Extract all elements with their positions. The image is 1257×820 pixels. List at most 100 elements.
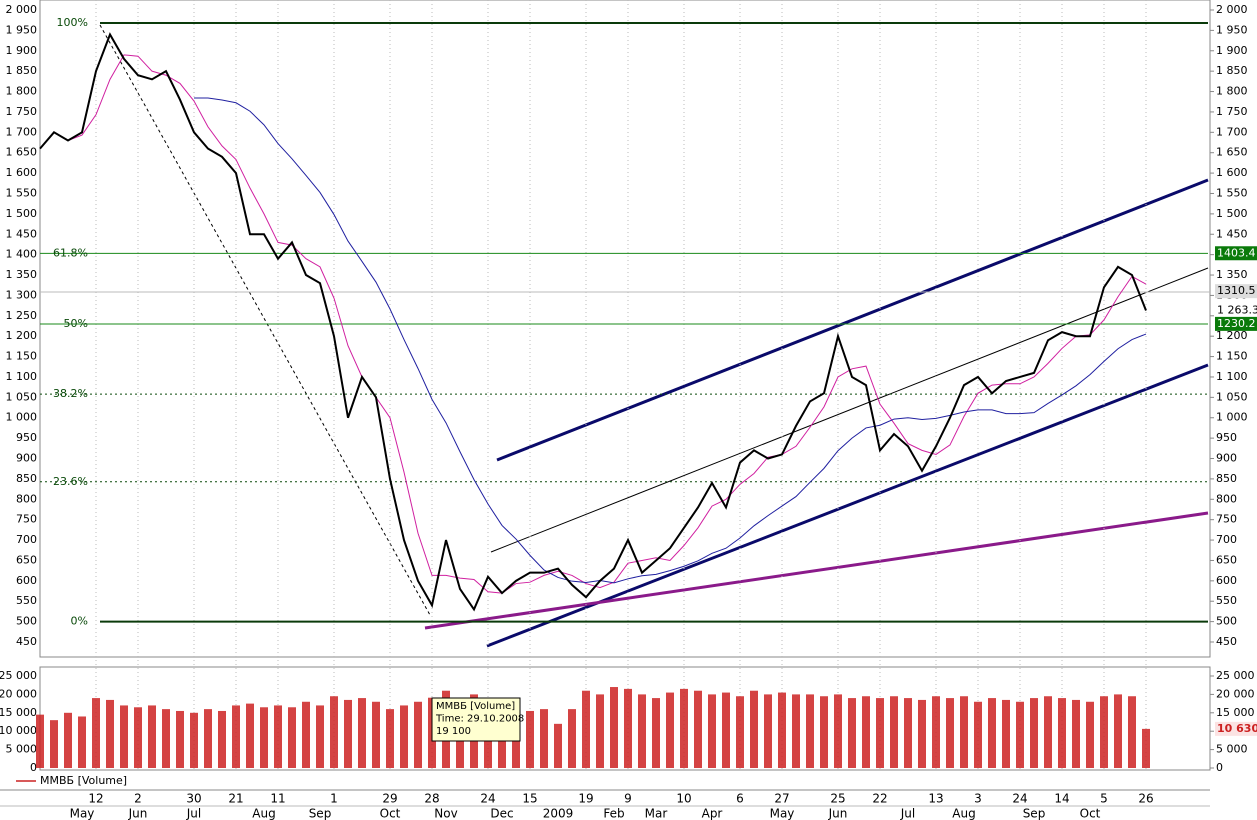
volume-bar xyxy=(190,712,198,768)
tooltip-line: 19 100 xyxy=(436,726,471,737)
fib-label: 0% xyxy=(71,615,88,628)
y-tick-label: 1 000 xyxy=(1216,411,1248,424)
volume-bar xyxy=(1128,696,1136,768)
y-tick-label: 25 000 xyxy=(1216,669,1255,682)
x-tick-label: 12 xyxy=(88,792,103,806)
x-tick-label: 2 xyxy=(134,792,142,806)
volume-bar xyxy=(848,698,856,768)
y-tick-label: 750 xyxy=(1216,513,1237,526)
price-label-box xyxy=(1215,316,1257,331)
volume-bar xyxy=(582,690,590,768)
y-tick-label: 1 550 xyxy=(1216,186,1248,199)
y-tick-label: 750 xyxy=(16,513,37,526)
y-tick-label: 1 500 xyxy=(6,207,38,220)
month-label: Aug xyxy=(252,807,275,820)
x-tick-label: 28 xyxy=(424,792,439,806)
volume-bar xyxy=(540,709,548,768)
x-tick-label: 24 xyxy=(1012,792,1027,806)
month-label: Nov xyxy=(434,807,457,820)
x-tick-label: 10 xyxy=(676,792,691,806)
y-tick-label: 1 350 xyxy=(6,268,38,281)
y-tick-label: 5 000 xyxy=(1216,743,1248,756)
volume-bar xyxy=(372,701,380,768)
volume-bar xyxy=(596,694,604,768)
price-label-box xyxy=(1215,246,1257,261)
volume-bar xyxy=(876,698,884,768)
volume-bar xyxy=(176,710,184,768)
y-tick-label: 550 xyxy=(16,594,37,607)
month-label: Jun xyxy=(128,807,148,820)
x-tick-label: 30 xyxy=(186,792,201,806)
volume-bar xyxy=(1016,701,1024,768)
y-tick-label: 1 700 xyxy=(1216,125,1248,138)
x-tick-label: 9 xyxy=(624,792,632,806)
month-label: Feb xyxy=(603,807,624,820)
y-tick-label: 600 xyxy=(16,574,37,587)
volume-bar xyxy=(148,705,156,768)
y-tick-label: 20 000 xyxy=(1216,687,1255,700)
y-tick-label: 800 xyxy=(16,492,37,505)
month-label: Jul xyxy=(900,807,915,820)
y-tick-label: 25 000 xyxy=(0,669,37,682)
x-tick-label: 25 xyxy=(830,792,845,806)
y-tick-label: 700 xyxy=(16,533,37,546)
volume-bar xyxy=(974,701,982,768)
y-tick-label: 450 xyxy=(1216,635,1237,648)
x-tick-label: 14 xyxy=(1054,792,1069,806)
volume-bar xyxy=(344,699,352,768)
volume-bar xyxy=(92,698,100,768)
y-tick-label: 0 xyxy=(1216,761,1223,774)
volume-bar xyxy=(134,707,142,768)
volume-bar xyxy=(792,694,800,768)
month-label: Mar xyxy=(645,807,668,820)
volume-bar xyxy=(400,705,408,768)
y-tick-label: 1 600 xyxy=(6,166,38,179)
volume-bar xyxy=(1030,698,1038,768)
volume-bar xyxy=(358,698,366,768)
x-tick-label: 1 xyxy=(330,792,338,806)
y-tick-label: 800 xyxy=(1216,492,1237,505)
volume-bar xyxy=(890,696,898,768)
y-tick-label: 500 xyxy=(16,615,37,628)
y-tick-label: 900 xyxy=(16,452,37,465)
y-tick-label: 1 550 xyxy=(6,186,38,199)
volume-bar xyxy=(232,705,240,768)
y-tick-label: 1 850 xyxy=(1216,64,1248,77)
y-tick-label: 1 200 xyxy=(6,329,38,342)
y-tick-label: 1 950 xyxy=(1216,23,1248,36)
x-tick-label: 22 xyxy=(872,792,887,806)
y-tick-label: 1 750 xyxy=(1216,105,1248,118)
volume-bar xyxy=(218,710,226,768)
price-label: 1230.2 xyxy=(1217,317,1256,330)
y-tick-label: 1 050 xyxy=(1216,390,1248,403)
volume-bar xyxy=(946,698,954,768)
volume-bar xyxy=(1058,698,1066,768)
x-tick-label: 24 xyxy=(480,792,495,806)
x-tick-label: 26 xyxy=(1138,792,1153,806)
y-tick-label: 0 xyxy=(30,761,37,774)
y-tick-label: 1 350 xyxy=(1216,268,1248,281)
volume-bar xyxy=(666,692,674,768)
y-tick-label: 1 800 xyxy=(1216,85,1248,98)
y-tick-label: 1 150 xyxy=(6,350,38,363)
y-tick-label: 1 850 xyxy=(6,64,38,77)
volume-bar xyxy=(568,709,576,768)
y-tick-label: 700 xyxy=(1216,533,1237,546)
volume-bar xyxy=(652,698,660,768)
volume-bar xyxy=(330,696,338,768)
volume-bar xyxy=(624,688,632,768)
price-label-box xyxy=(1215,284,1257,299)
volume-bar xyxy=(806,694,814,768)
y-tick-label: 600 xyxy=(1216,574,1237,587)
month-label: Oct xyxy=(1080,807,1101,820)
volume-bar xyxy=(316,705,324,768)
y-tick-label: 1 150 xyxy=(1216,350,1248,363)
volume-bar xyxy=(736,696,744,768)
volume-bar xyxy=(820,696,828,768)
fib-label: 50% xyxy=(64,317,88,330)
x-tick-label: 29 xyxy=(382,792,397,806)
y-tick-label: 1 500 xyxy=(1216,207,1248,220)
month-label: 2009 xyxy=(543,807,574,820)
y-tick-label: 500 xyxy=(1216,615,1237,628)
